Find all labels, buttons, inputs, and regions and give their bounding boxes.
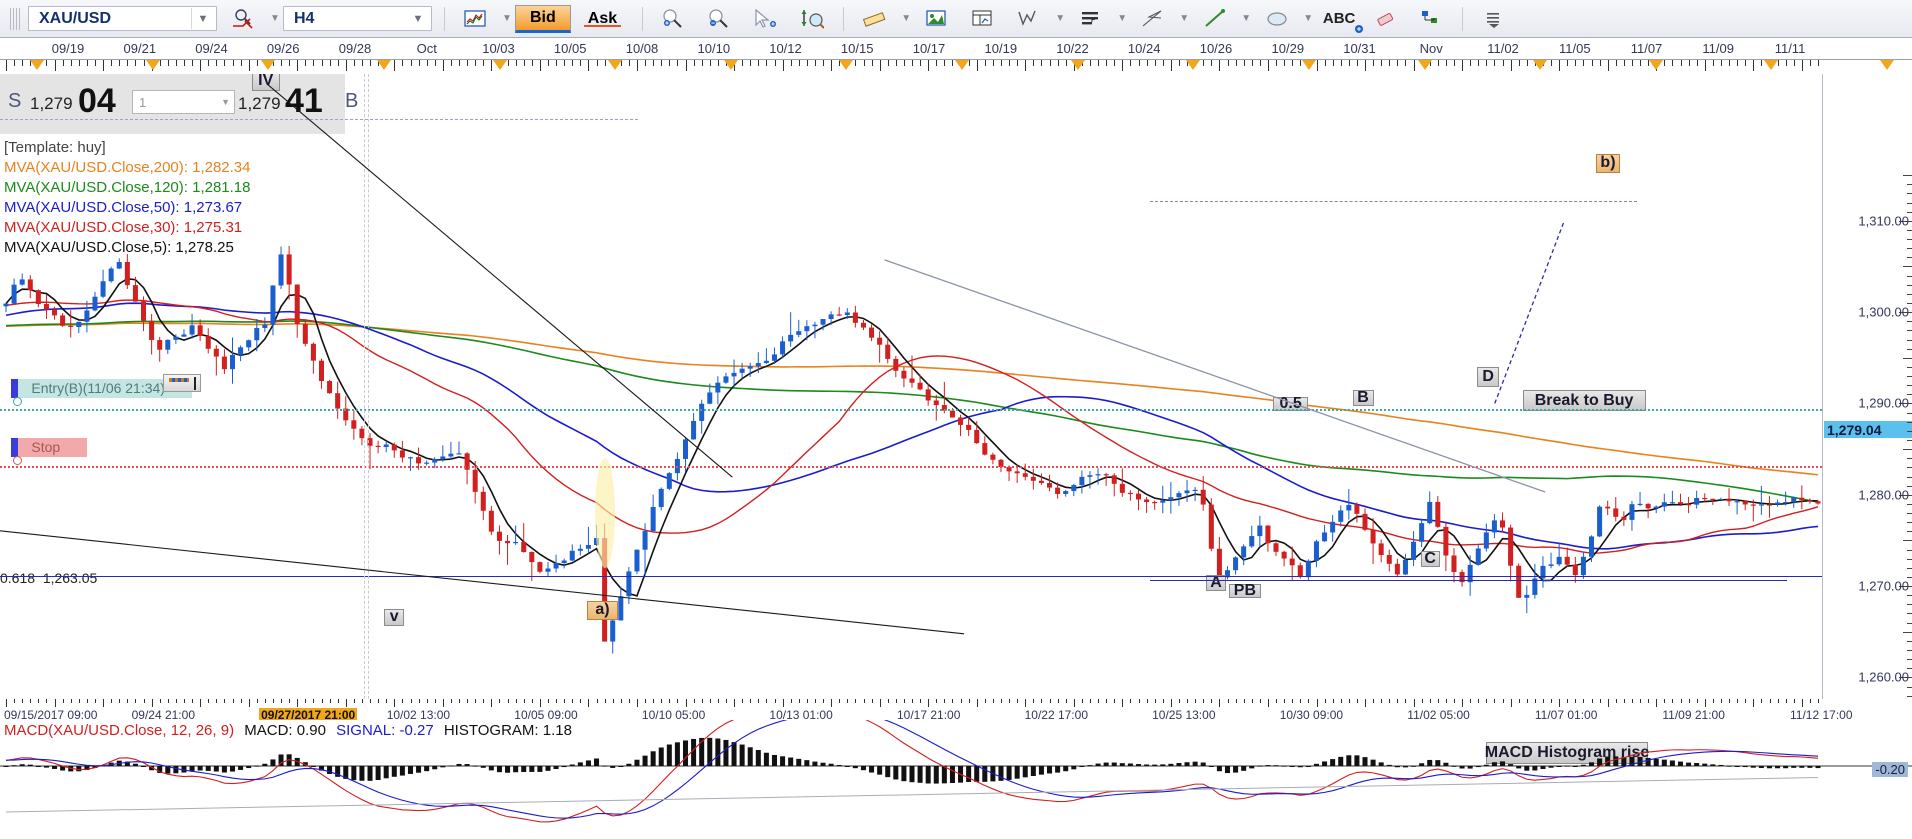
svg-text:F: F <box>1091 17 1096 24</box>
